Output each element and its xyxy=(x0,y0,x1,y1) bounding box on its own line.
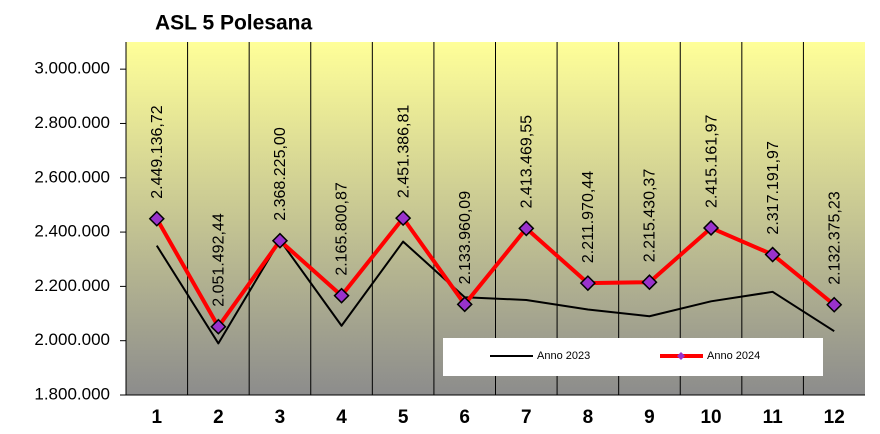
x-tick-label: 2 xyxy=(213,407,224,428)
legend-marker xyxy=(677,352,685,360)
data-label: 2.211.970,44 xyxy=(580,171,597,263)
x-tick-label: 11 xyxy=(763,407,784,428)
data-label: 2.413.469,55 xyxy=(519,115,536,209)
x-tick-label: 7 xyxy=(521,407,532,428)
y-tick-label: 2.800.000 xyxy=(34,113,110,132)
chart-title: ASL 5 Polesana xyxy=(155,12,313,35)
x-tick-label: 4 xyxy=(336,407,347,428)
y-tick-label: 2.400.000 xyxy=(34,222,110,241)
data-label: 2.132.375,23 xyxy=(826,191,843,285)
data-label: 2.451.386,81 xyxy=(395,105,412,199)
data-label: 2.215.430,37 xyxy=(642,169,659,263)
point-marker xyxy=(271,232,289,249)
data-label: 2.051.492,44 xyxy=(211,213,228,307)
x-tick-label: 6 xyxy=(459,407,470,428)
data-label: 2.317.191,97 xyxy=(765,141,782,235)
point-marker xyxy=(764,246,781,263)
y-tick-label: 1.800.000 xyxy=(34,384,110,403)
data-label: 2.449.136,72 xyxy=(149,105,166,199)
data-label: 2.368.225,00 xyxy=(272,127,289,221)
y-tick-label: 2.000.000 xyxy=(34,330,110,349)
point-marker xyxy=(210,318,227,335)
point-marker xyxy=(826,296,843,313)
x-tick-label: 1 xyxy=(152,407,163,428)
x-tick-label: 3 xyxy=(275,407,286,428)
x-tick-label: 8 xyxy=(583,407,594,428)
y-tick-label: 2.600.000 xyxy=(34,167,110,186)
x-tick-label: 10 xyxy=(700,407,721,428)
point-marker xyxy=(702,219,720,237)
point-marker xyxy=(579,275,596,292)
point-marker xyxy=(641,274,658,291)
point-marker xyxy=(148,210,165,227)
data-label: 2.165.800,87 xyxy=(334,182,351,276)
legend-label: Anno 2023 xyxy=(537,350,590,362)
x-tick-label: 9 xyxy=(644,407,655,428)
series-line xyxy=(155,216,836,329)
x-tick-label: 5 xyxy=(398,407,409,428)
data-label: 2.133.960,09 xyxy=(457,191,474,285)
y-tick-label: 2.200.000 xyxy=(34,276,110,295)
y-tick-label: 3.000.000 xyxy=(34,59,110,78)
data-label: 2.415.161,97 xyxy=(703,114,720,208)
legend-label: Anno 2024 xyxy=(707,350,760,362)
point-marker xyxy=(456,296,473,313)
point-marker xyxy=(518,220,535,237)
point-marker xyxy=(395,210,412,227)
point-marker xyxy=(333,287,350,304)
x-tick-label: 12 xyxy=(824,407,845,428)
